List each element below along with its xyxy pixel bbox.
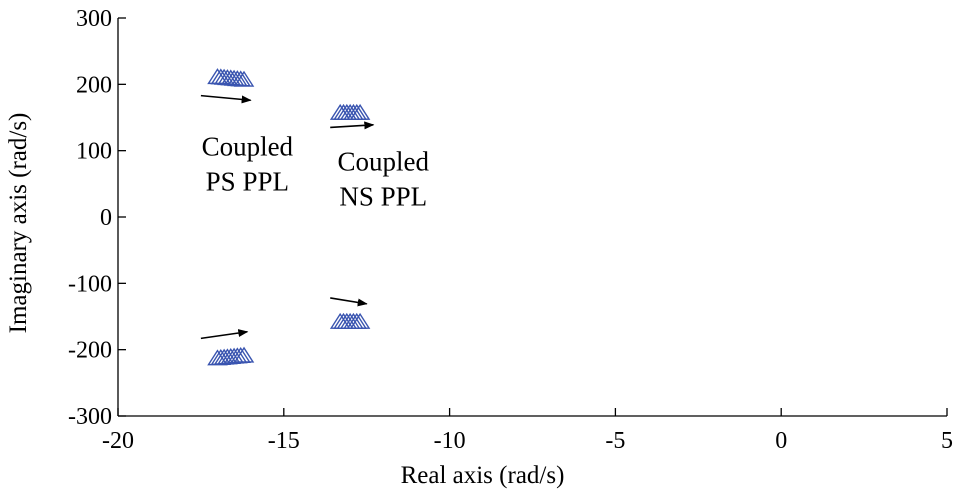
pole-marker <box>233 346 255 363</box>
pole-marker <box>233 70 255 87</box>
y-tick-label: -200 <box>68 338 112 364</box>
trend-arrow <box>330 121 375 130</box>
trend-arrow <box>200 329 249 340</box>
x-tick-label: -20 <box>102 428 134 454</box>
pole-marker <box>339 312 361 329</box>
x-axis-title: Real axis (rad/s) <box>401 462 565 489</box>
pole-marker <box>230 70 251 87</box>
annotation-label: Coupled NS PPL <box>338 147 430 212</box>
pole-marker <box>339 103 361 120</box>
axis-ticks: -20 -15 -10 -5 0 5 -300 -200 -100 0 100 200 300 <box>68 6 953 454</box>
trend-arrow <box>330 297 368 307</box>
pole-marker <box>349 312 371 329</box>
x-tick-label: -5 <box>605 428 625 454</box>
pole-marker <box>349 103 371 120</box>
y-tick-label: 300 <box>76 6 112 32</box>
trend-arrows <box>200 94 375 340</box>
trend-arrow <box>200 94 252 104</box>
y-tick-label: 100 <box>76 139 112 165</box>
y-tick-label: -300 <box>68 404 112 430</box>
annotation-label: Coupled PS PPL <box>202 131 294 196</box>
pole-marker <box>207 349 228 366</box>
x-tick-label: -15 <box>268 428 300 454</box>
y-tick-label: -100 <box>68 271 112 297</box>
annotations: Coupled PS PPL Coupled NS PPL <box>202 131 430 211</box>
y-tick-label: 200 <box>76 72 112 98</box>
y-tick-label: 0 <box>100 205 112 231</box>
y-axis-title: Imaginary axis (rad/s) <box>5 113 32 334</box>
x-tick-label: -10 <box>434 428 466 454</box>
pole-marker <box>210 349 232 365</box>
x-tick-label: 0 <box>775 428 787 454</box>
x-tick-label: 5 <box>941 428 953 454</box>
pole-markers <box>207 68 371 366</box>
